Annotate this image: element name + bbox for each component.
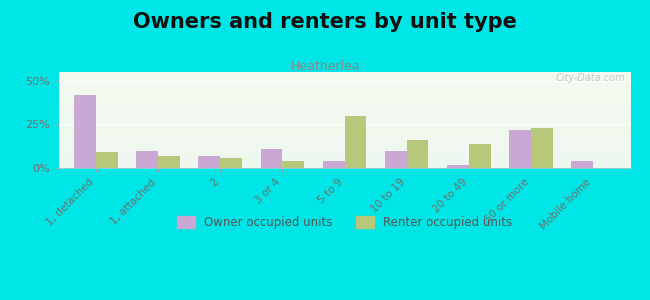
Text: City-Data.com: City-Data.com <box>555 73 625 83</box>
Bar <box>74 95 96 168</box>
Bar <box>469 144 491 168</box>
Bar <box>344 116 366 168</box>
Bar <box>447 164 469 168</box>
Bar <box>509 130 531 168</box>
Bar <box>531 128 552 168</box>
Legend: Owner occupied units, Renter occupied units: Owner occupied units, Renter occupied un… <box>172 212 517 234</box>
Bar <box>282 161 304 168</box>
Bar <box>158 156 180 168</box>
Bar <box>407 140 428 168</box>
Bar <box>323 161 345 168</box>
Bar <box>220 158 242 168</box>
Text: Owners and renters by unit type: Owners and renters by unit type <box>133 12 517 32</box>
Bar <box>571 161 593 168</box>
Bar <box>136 151 158 168</box>
Bar <box>198 156 220 168</box>
Bar <box>385 151 407 168</box>
Bar <box>261 149 282 168</box>
Text: Heatherlea: Heatherlea <box>291 60 359 73</box>
Bar <box>96 152 118 168</box>
